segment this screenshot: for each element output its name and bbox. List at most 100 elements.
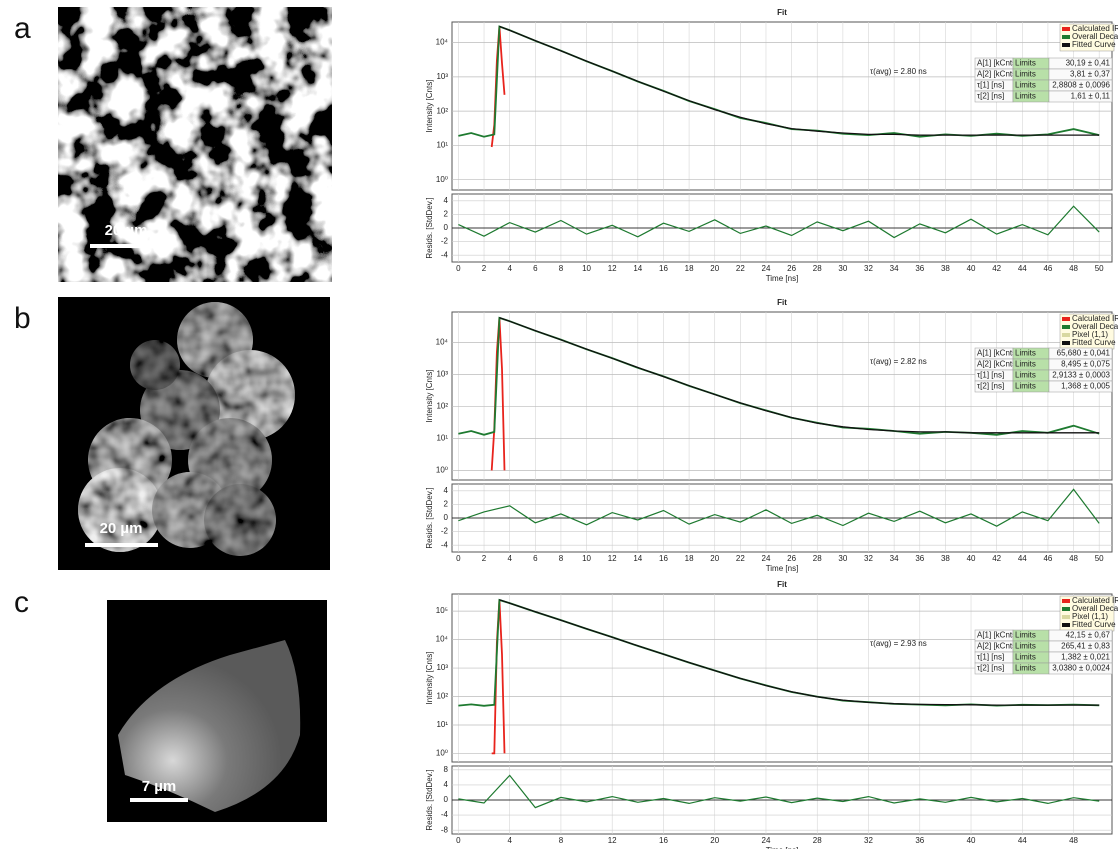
x-tick-label: 28 — [813, 836, 822, 845]
x-tick-label: 34 — [890, 554, 899, 563]
y-tick-label: 10⁴ — [436, 38, 449, 47]
x-tick-label: 32 — [864, 836, 873, 845]
legend-label: Fitted Curve — [1072, 40, 1116, 49]
table-text: 1,382 ± 0,021 — [1061, 653, 1110, 662]
x-tick-label: 48 — [1069, 554, 1078, 563]
legend-swatch — [1062, 43, 1070, 47]
x-tick-label: 4 — [507, 836, 512, 845]
table-text: Limits — [1015, 349, 1036, 358]
x-tick-label: 6 — [533, 554, 538, 563]
legend-swatch — [1062, 341, 1070, 345]
legend-label: Calculated IRF — [1072, 24, 1118, 33]
table-text: A[2] [kCnts] — [977, 360, 1018, 369]
x-tick-label: 12 — [608, 264, 617, 273]
y-tick-label: 0 — [444, 513, 449, 522]
table-text: τ[1] [ns] — [977, 371, 1004, 380]
scale-label: 20 µm — [100, 520, 143, 537]
table-text: Limits — [1015, 92, 1036, 101]
legend-label: Calculated IRF — [1072, 314, 1118, 323]
legend-swatch — [1062, 623, 1070, 627]
annotation: τ(avg) = 2.93 ns — [870, 639, 927, 648]
residual-line — [458, 205, 1100, 239]
table-text: 2,8808 ± 0,0096 — [1052, 81, 1110, 90]
x-tick-label: 26 — [787, 554, 796, 563]
y-tick-label: -2 — [441, 527, 449, 536]
table-text: τ[2] [ns] — [977, 92, 1004, 101]
table-text: τ[1] [ns] — [977, 81, 1004, 90]
y-axis-title: Resids. [StdDev.] — [425, 487, 434, 548]
x-tick-label: 28 — [813, 264, 822, 273]
x-tick-label: 12 — [608, 554, 617, 563]
x-tick-label: 20 — [710, 836, 719, 845]
table-text: Limits — [1015, 360, 1036, 369]
x-tick-label: 38 — [941, 264, 950, 273]
table-cell — [1048, 90, 1113, 103]
annotation: τ(avg) = 2.80 ns — [870, 67, 927, 76]
table-text: 265,41 ± 0,83 — [1061, 642, 1110, 651]
y-tick-label: 10² — [436, 402, 448, 411]
y-tick-label: 4 — [444, 196, 449, 205]
table-text: 3,81 ± 0,37 — [1070, 70, 1111, 79]
x-tick-label: 26 — [787, 264, 796, 273]
legend-swatch — [1062, 599, 1070, 603]
legend-label: Fitted Curve — [1072, 620, 1116, 629]
x-tick-label: 36 — [915, 264, 924, 273]
x-tick-label: 8 — [559, 264, 564, 273]
x-tick-label: 0 — [456, 264, 461, 273]
table-text: 8,495 ± 0,075 — [1061, 360, 1110, 369]
x-tick-label: 10 — [582, 264, 591, 273]
y-tick-label: -8 — [441, 825, 449, 834]
y-tick-label: 4 — [444, 780, 449, 789]
x-tick-label: 20 — [710, 554, 719, 563]
y-tick-label: 2 — [444, 500, 449, 509]
y-axis-title: Resids. [StdDev.] — [425, 769, 434, 830]
x-tick-label: 6 — [533, 264, 538, 273]
table-text: A[2] [kCnts] — [977, 642, 1018, 651]
panel-label: c — [14, 586, 29, 619]
y-tick-label: 10⁴ — [436, 635, 449, 644]
particle — [118, 640, 301, 812]
table-text: Limits — [1015, 70, 1036, 79]
x-tick-label: 2 — [482, 264, 487, 273]
legend-label: Pixel (1,1) — [1072, 612, 1108, 621]
y-tick-label: 10² — [436, 692, 448, 701]
x-tick-label: 42 — [992, 264, 1001, 273]
y-axis-title: Resids. [StdDev.] — [425, 197, 434, 258]
x-tick-label: 48 — [1069, 264, 1078, 273]
y-tick-label: 10¹ — [436, 434, 448, 443]
y-axis-title: Intensity [Cnts] — [425, 80, 434, 133]
plot-area — [451, 311, 1113, 481]
y-tick-label: 4 — [444, 486, 449, 495]
series-line — [499, 316, 1100, 434]
table-text: 42,15 ± 0,67 — [1066, 631, 1111, 640]
y-tick-label: 0 — [444, 795, 449, 804]
x-tick-label: 20 — [710, 264, 719, 273]
plot-area — [451, 593, 1113, 763]
panel-label: a — [14, 12, 31, 45]
legend-label: Overall Decay — [1072, 604, 1118, 613]
x-tick-label: 28 — [813, 554, 822, 563]
y-tick-label: 10³ — [436, 72, 448, 81]
y-tick-label: -4 — [441, 540, 449, 549]
y-tick-label: 10³ — [436, 370, 448, 379]
residual-line — [458, 488, 1100, 527]
x-tick-label: 34 — [890, 264, 899, 273]
x-tick-label: 8 — [559, 554, 564, 563]
x-tick-label: 40 — [967, 554, 976, 563]
table-text: Limits — [1015, 382, 1036, 391]
x-tick-label: 18 — [685, 264, 694, 273]
table-text: Limits — [1015, 631, 1036, 640]
x-tick-label: 4 — [507, 264, 512, 273]
x-tick-label: 18 — [685, 554, 694, 563]
table-text: 65,680 ± 0,041 — [1057, 349, 1111, 358]
y-tick-label: -4 — [441, 250, 449, 259]
table-text: Limits — [1015, 59, 1036, 68]
y-tick-label: 10² — [436, 106, 448, 115]
y-tick-label: 10⁰ — [436, 749, 448, 758]
table-text: Limits — [1015, 81, 1036, 90]
scale-label: 20 µm — [105, 222, 148, 239]
x-axis-title: Time [ns] — [766, 846, 799, 849]
y-tick-label: 10¹ — [436, 720, 448, 729]
